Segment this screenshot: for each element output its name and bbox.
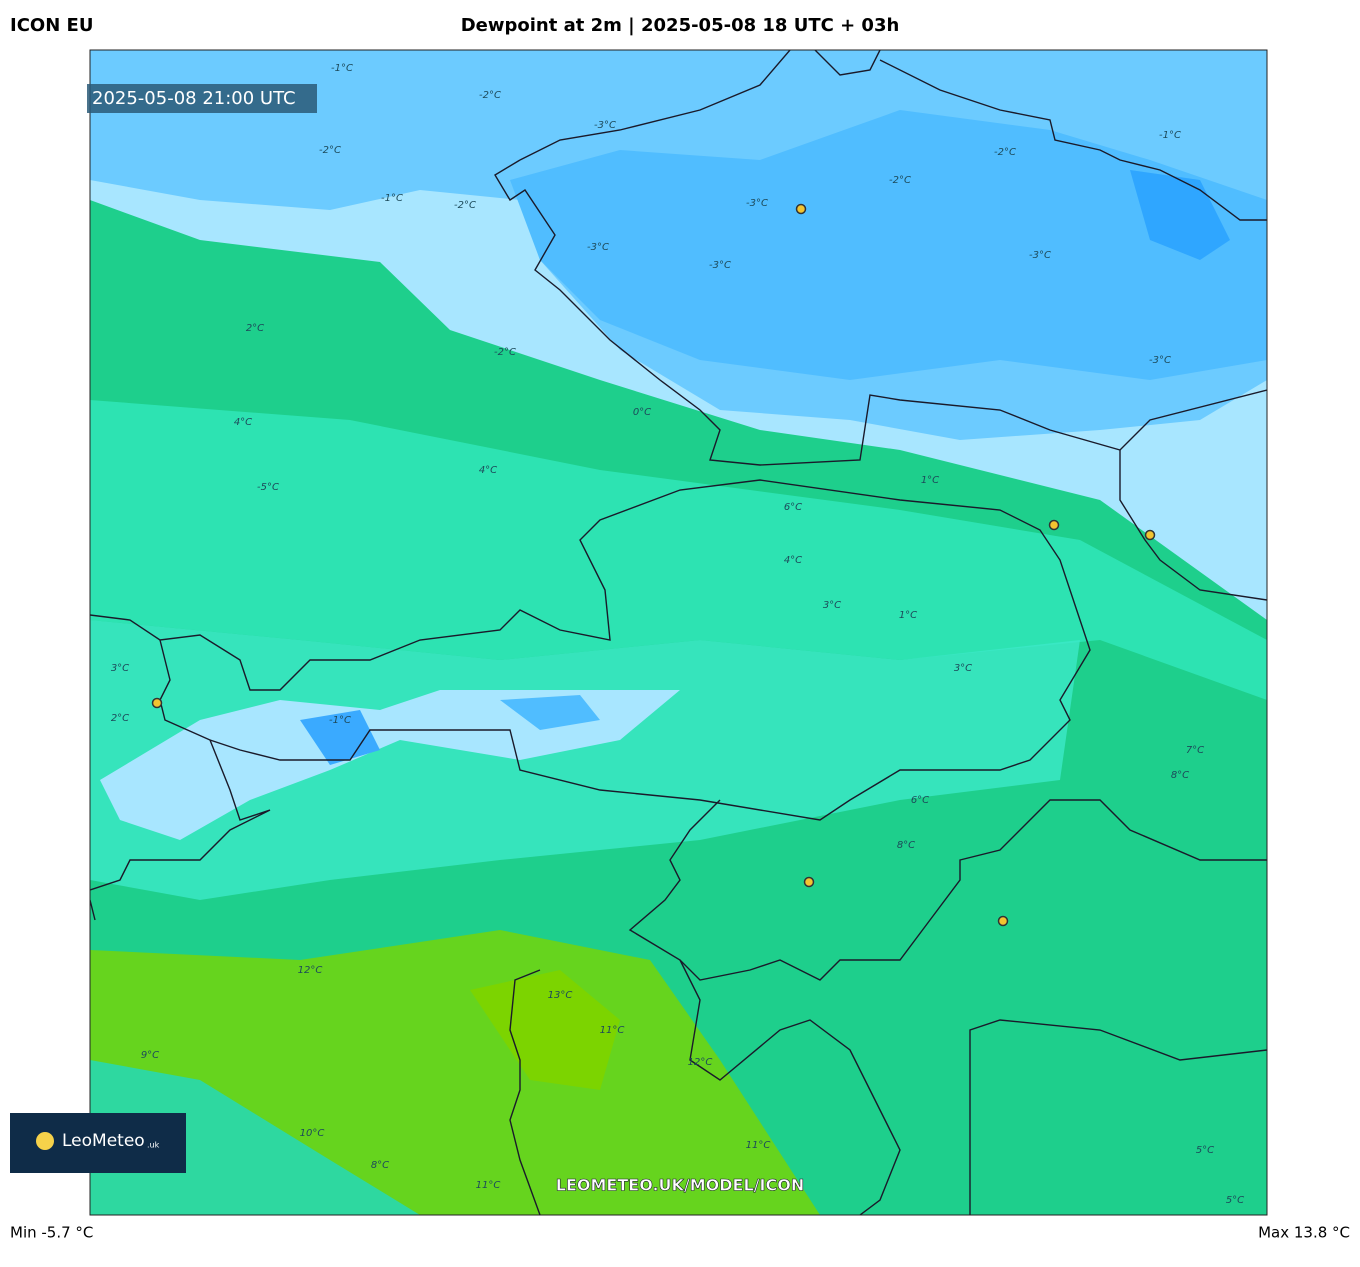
contour-label: 11°C [476,1180,501,1191]
contour-label: 7°C [1186,745,1204,756]
logo: LeoMeteo [62,1131,145,1151]
contour-label: 0°C [633,407,651,418]
contour-label: 8°C [1171,770,1189,781]
watermark: LEOMETEO.UK/MODEL/ICON [556,1176,804,1195]
contour-label: -3°C [594,120,616,131]
contour-label: -3°C [1029,250,1051,261]
contour-label: 3°C [823,600,841,611]
contour-label: 5°C [1226,1195,1244,1206]
contour-label: -3°C [709,260,731,271]
contour-label: -2°C [479,90,501,101]
contour-label: 12°C [688,1057,713,1068]
min-label: Min -5.7 °C [10,1224,93,1242]
contour-label: -3°C [587,242,609,253]
contour-label: -5°C [257,482,279,493]
contour-label: 6°C [784,502,802,513]
contour-label: 12°C [298,965,323,976]
logo-suffix: .uk [147,1141,160,1150]
contour-label: -2°C [319,145,341,156]
map-frame [89,49,1268,1216]
valid-time: 2025-05-08 21:00 UTC [92,88,296,109]
contour-label: -1°C [329,715,351,726]
contour-label: 3°C [954,663,972,674]
contour-label: 4°C [479,465,497,476]
contour-label: 5°C [1196,1145,1214,1156]
time-box [87,84,317,113]
contour-label: 8°C [897,840,915,851]
contour-label: 1°C [921,475,939,486]
contour-label: -2°C [494,347,516,358]
model-name: ICON EU [10,15,93,36]
contour-label: -3°C [746,198,768,209]
contour-label: -1°C [1159,130,1181,141]
contour-label: 1°C [899,610,917,621]
contour-label: 13°C [548,990,573,1001]
contour-label: 11°C [746,1140,771,1151]
contour-label: 2°C [111,713,129,724]
contour-label: 3°C [111,663,129,674]
contour-label: 8°C [371,1160,389,1171]
title: Dewpoint at 2m | 2025-05-08 18 UTC + 03h [461,15,900,36]
max-label: Max 13.8 °C [1258,1224,1350,1242]
contour-label: -2°C [889,175,911,186]
contour-label: 11°C [600,1025,625,1036]
contour-label: 4°C [784,555,802,566]
contour-label: 6°C [911,795,929,806]
logo-sun [36,1132,54,1150]
contour-label: -3°C [1149,355,1171,366]
contour-label: -1°C [381,193,403,204]
contour-label: 4°C [234,417,252,428]
contour-label: 2°C [246,323,264,334]
contour-label: -1°C [331,63,353,74]
contour-label: -2°C [994,147,1016,158]
contour-label: 9°C [141,1050,159,1061]
contour-label: 10°C [300,1128,325,1139]
map: -1°C -2°C -3°C -2°C -1°C -2°C -3°C -3°C -3°C -2°C… [90,50,1267,1215]
contour-label: -2°C [454,200,476,211]
